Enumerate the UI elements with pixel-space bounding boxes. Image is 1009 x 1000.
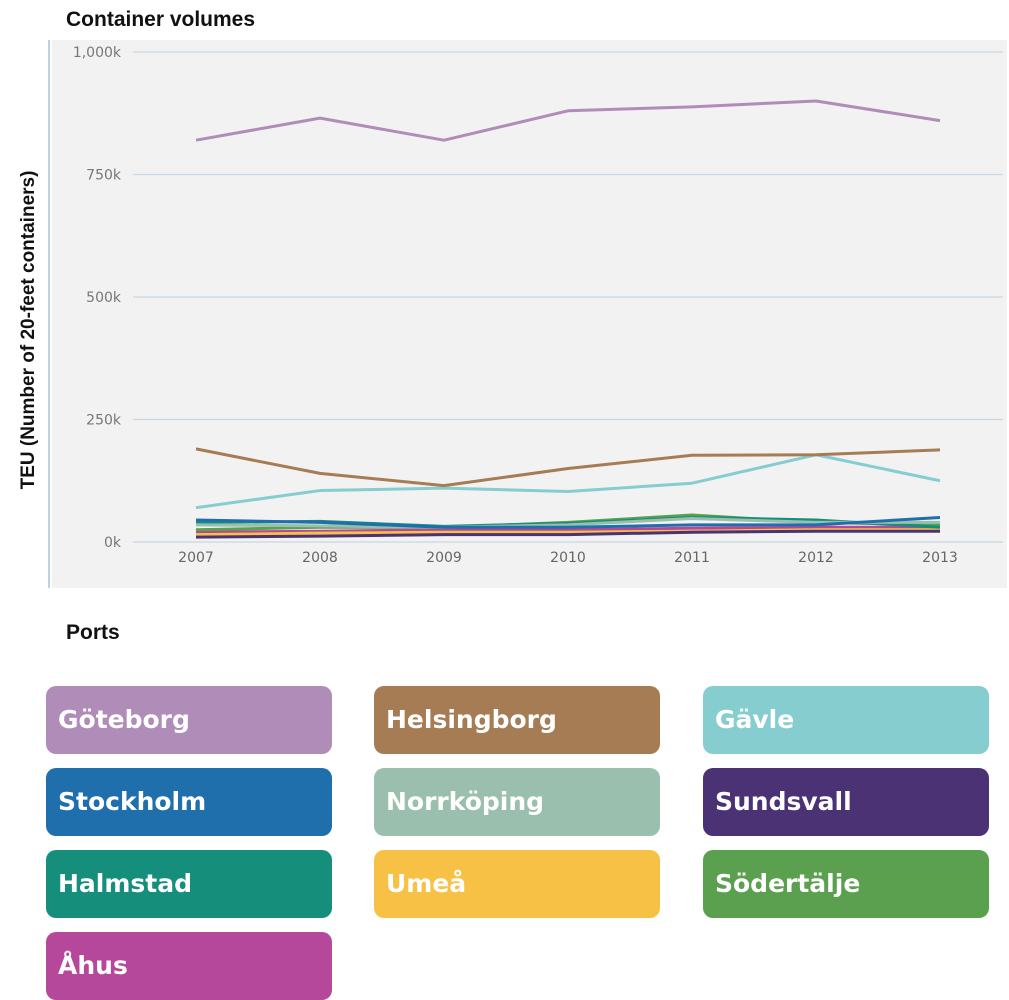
port-button-norrkoping[interactable]: Norrköping	[374, 768, 660, 836]
series-line-göteborg	[195, 99, 941, 142]
ports-legend-title: Ports	[66, 621, 120, 644]
x-tick-label: 2012	[798, 550, 834, 566]
port-button-umea[interactable]: Umeå	[374, 850, 660, 918]
x-tick-label: 2010	[550, 550, 586, 566]
y-tick-label: 250k	[86, 413, 122, 429]
y-tick-label: 750k	[86, 168, 122, 184]
plot-area-background	[52, 40, 1007, 588]
port-button-ahus[interactable]: Åhus	[46, 932, 332, 1000]
x-tick-label: 2008	[302, 550, 338, 566]
series-line-norrköping	[195, 516, 940, 529]
x-tick-label: 2009	[426, 550, 462, 566]
y-tick-label: 1,000k	[73, 45, 122, 61]
port-button-sundsvall[interactable]: Sundsvall	[703, 768, 989, 836]
port-button-gavle[interactable]: Gävle	[703, 686, 989, 754]
port-button-stockholm[interactable]: Stockholm	[46, 768, 332, 836]
port-button-helsingborg[interactable]: Helsingborg	[374, 686, 660, 754]
x-tick-label: 2013	[922, 550, 958, 566]
y-tick-label: 500k	[86, 290, 122, 306]
series-line-helsingborg	[195, 447, 941, 488]
series-line-sundsvall	[195, 529, 940, 539]
series-line-åhus	[195, 525, 940, 534]
x-tick-label: 2007	[178, 550, 214, 566]
series-line-stockholm	[195, 516, 941, 529]
port-button-halmstad[interactable]: Halmstad	[46, 850, 332, 918]
port-button-goteborg[interactable]: Göteborg	[46, 686, 332, 754]
port-button-sodertalje[interactable]: Södertälje	[703, 850, 989, 918]
y-axis-label: TEU (Number of 20-feet containers)	[18, 171, 39, 490]
chart-title: Container volumes	[66, 8, 256, 31]
line-chart: 0k 250k 500k 750k 1,000k 2007 2008 2009 2010 201…	[18, 40, 1007, 588]
x-tick-label: 2011	[674, 550, 710, 566]
y-tick-label: 0k	[104, 535, 122, 551]
